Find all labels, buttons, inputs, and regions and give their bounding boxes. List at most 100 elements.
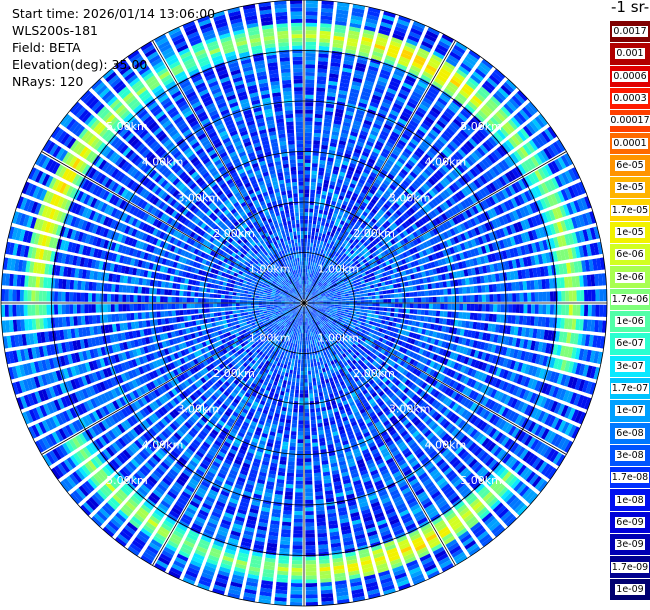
range-gate-cell bbox=[398, 346, 405, 353]
range-gate-cell bbox=[428, 330, 434, 337]
range-gate-cell bbox=[597, 241, 603, 255]
range-gate-cell bbox=[513, 114, 524, 126]
range-gate-cell bbox=[544, 180, 553, 193]
range-gate-cell bbox=[434, 184, 442, 193]
range-gate-cell bbox=[348, 186, 355, 192]
range-gate-cell bbox=[335, 272, 340, 277]
range-gate-cell bbox=[352, 348, 358, 354]
range-gate-cell bbox=[412, 360, 419, 367]
range-gate-cell bbox=[469, 118, 480, 128]
range-gate-cell bbox=[327, 275, 331, 279]
range-gate-cell bbox=[488, 354, 494, 363]
range-gate-cell bbox=[534, 409, 543, 421]
range-gate-cell bbox=[549, 278, 554, 289]
range-gate-cell bbox=[496, 262, 503, 271]
range-gate-cell bbox=[305, 41, 317, 46]
range-gate-cell bbox=[402, 230, 409, 237]
range-gate-cell bbox=[309, 208, 314, 213]
range-gate-cell bbox=[527, 230, 535, 241]
range-gate-cell bbox=[398, 207, 405, 214]
range-gate-cell bbox=[456, 234, 463, 243]
range-gate-cell bbox=[482, 186, 491, 196]
range-gate-cell bbox=[373, 339, 378, 345]
range-gate-cell bbox=[350, 316, 356, 320]
range-gate-cell bbox=[501, 159, 510, 170]
range-gate-cell bbox=[494, 432, 504, 443]
range-gate-cell bbox=[320, 11, 333, 17]
range-gate-cell bbox=[518, 315, 524, 325]
range-gate-cell bbox=[517, 164, 527, 175]
range-gate-cell bbox=[387, 173, 395, 180]
range-gate-cell bbox=[411, 24, 424, 33]
range-gate-cell bbox=[589, 211, 597, 224]
range-gate-cell bbox=[326, 286, 331, 290]
range-gate-cell bbox=[351, 270, 357, 275]
range-gate-cell bbox=[453, 319, 459, 327]
range-gate-cell bbox=[309, 393, 314, 398]
range-gate-cell bbox=[306, 253, 309, 258]
range-gate-cell bbox=[411, 280, 417, 286]
range-gate-cell bbox=[356, 235, 362, 241]
range-gate-cell bbox=[409, 156, 418, 164]
range-gate-cell bbox=[308, 370, 312, 375]
range-gate-cell bbox=[500, 293, 505, 302]
range-gate-cell bbox=[434, 196, 442, 205]
range-gate-cell bbox=[499, 451, 509, 462]
range-gate-cell bbox=[519, 207, 527, 218]
range-gate-cell bbox=[447, 311, 452, 318]
range-gate-cell bbox=[364, 331, 370, 336]
range-gate-cell bbox=[310, 242, 314, 247]
range-gate-cell bbox=[538, 240, 545, 252]
range-gate-cell bbox=[315, 312, 319, 316]
range-gate-cell bbox=[317, 272, 321, 277]
range-gate-cell bbox=[457, 448, 467, 458]
range-gate-cell bbox=[553, 304, 558, 315]
range-gate-cell bbox=[563, 346, 570, 358]
range-gate-cell bbox=[377, 32, 389, 40]
range-gate-cell bbox=[334, 162, 341, 168]
range-gate-cell bbox=[578, 348, 585, 361]
range-gate-cell bbox=[408, 351, 415, 358]
range-gate-cell bbox=[349, 351, 355, 357]
range-gate-cell bbox=[308, 340, 311, 345]
range-gate-cell bbox=[351, 155, 359, 162]
range-gate-cell bbox=[334, 304, 338, 307]
range-gate-cell bbox=[292, 556, 303, 561]
range-gate-cell bbox=[342, 67, 353, 73]
range-gate-cell bbox=[337, 263, 342, 268]
range-gate-cell bbox=[433, 275, 439, 282]
range-gate-cell bbox=[307, 333, 310, 337]
range-gate-cell bbox=[374, 231, 380, 237]
range-gate-cell bbox=[364, 296, 369, 300]
range-gate-cell bbox=[390, 308, 395, 312]
range-gate-cell bbox=[559, 205, 567, 218]
range-gate-cell bbox=[314, 306, 319, 309]
range-gate-cell bbox=[305, 477, 313, 481]
range-gate-cell bbox=[456, 270, 461, 278]
range-gate-cell bbox=[374, 256, 380, 261]
range-gate-cell bbox=[504, 473, 515, 485]
range-gate-cell bbox=[517, 270, 523, 280]
range-gate-cell bbox=[413, 340, 419, 346]
range-gate-cell bbox=[361, 283, 367, 287]
range-gate-cell bbox=[315, 102, 324, 107]
range-gate-cell bbox=[442, 281, 447, 288]
range-gate-cell bbox=[375, 291, 380, 295]
range-gate-cell bbox=[557, 291, 562, 302]
range-gate-cell bbox=[550, 193, 558, 206]
range-gate-cell bbox=[368, 158, 376, 165]
range-gate-cell bbox=[597, 351, 603, 365]
range-gate-cell bbox=[345, 283, 350, 287]
range-gate-cell bbox=[385, 176, 393, 183]
range-gate-cell bbox=[428, 147, 438, 156]
range-gate-cell bbox=[316, 316, 320, 320]
range-gate-cell bbox=[511, 135, 521, 146]
range-gate-cell bbox=[479, 408, 487, 418]
range-gate-cell bbox=[360, 255, 365, 261]
range-gate-cell bbox=[318, 299, 323, 301]
range-gate-cell bbox=[418, 251, 424, 258]
range-gate-cell bbox=[345, 303, 350, 306]
range-gate-cell bbox=[368, 105, 378, 112]
range-gate-cell bbox=[349, 230, 355, 236]
range-gate-cell bbox=[490, 95, 501, 107]
